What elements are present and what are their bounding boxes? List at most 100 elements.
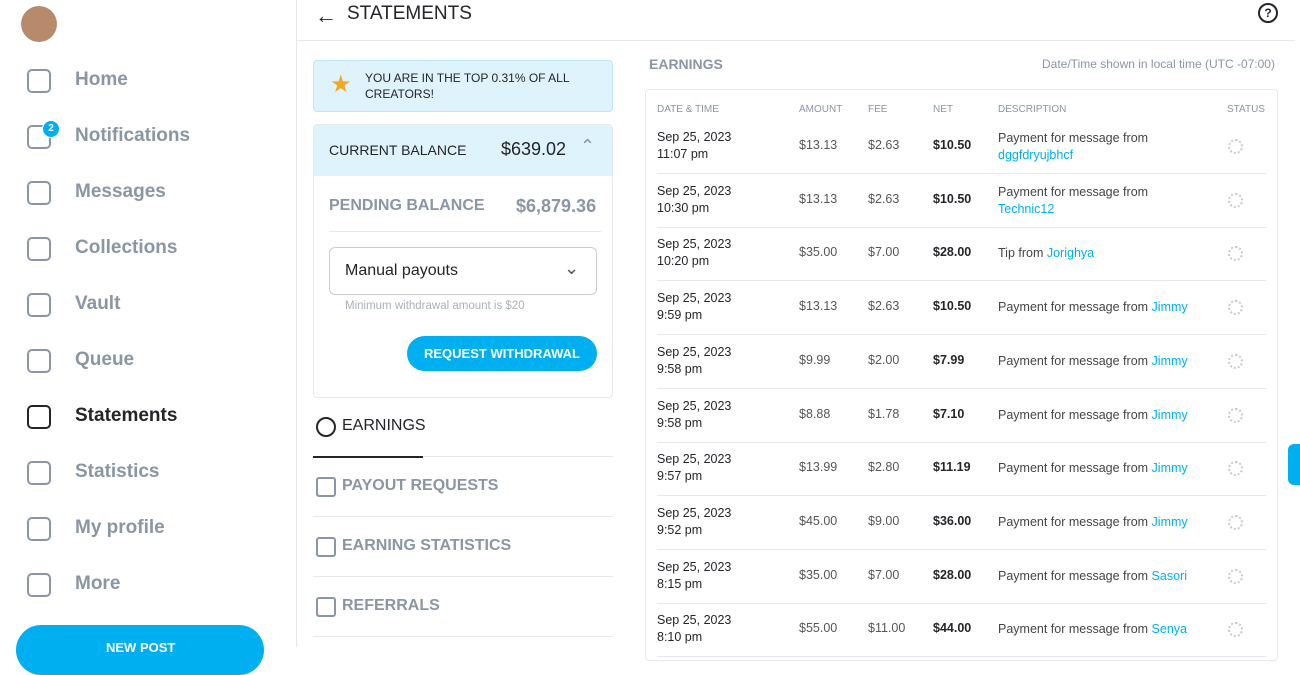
tab-divider <box>313 576 613 577</box>
pending-balance-value: $6,879.36 <box>516 196 597 216</box>
description-text: Payment for message from <box>998 461 1149 476</box>
description: Payment for message from Jimmy <box>998 353 1258 370</box>
user-link[interactable]: Jorighya <box>1046 246 1095 261</box>
description: Tip from Jorighya <box>998 245 1258 262</box>
date: Sep 25, 2023 <box>657 505 732 520</box>
column-header: NET <box>933 104 953 115</box>
nav-label[interactable]: More <box>75 573 121 594</box>
nav-icon[interactable] <box>27 69 51 93</box>
row-divider <box>657 226 1266 228</box>
date: Sep 25, 2023 <box>657 559 732 574</box>
page: ← STATEMENTS ? ★ YOU ARE IN THE TOP 0.31… <box>16 0 1300 675</box>
time: 11:07 pm <box>657 147 709 161</box>
banner <box>313 60 613 112</box>
column-header: AMOUNT <box>799 104 843 115</box>
time: 8:15 pm <box>657 576 703 591</box>
nav-icon[interactable] <box>27 405 51 429</box>
tab-divider <box>313 456 423 458</box>
tab-divider <box>313 636 613 637</box>
user-link[interactable]: Technic12 <box>998 201 1055 216</box>
amount: $13.13 <box>799 191 838 206</box>
description-text: Payment for message from <box>998 131 1149 145</box>
net: $28.00 <box>933 245 972 260</box>
nav-label[interactable]: Statistics <box>75 461 160 482</box>
nav-label[interactable]: Messages <box>75 181 166 202</box>
back-arrow[interactable]: ← <box>315 3 337 28</box>
new-post-label: NEW POST <box>106 640 176 655</box>
user-link[interactable]: Jimmy <box>1151 407 1188 422</box>
nav-label[interactable]: Vault <box>75 293 121 314</box>
time: 10:30 pm <box>657 200 710 215</box>
collapse-icon[interactable]: ⌃ <box>580 136 596 156</box>
fee: $9.00 <box>868 513 900 528</box>
nav-icon[interactable] <box>27 181 51 205</box>
user-link[interactable]: Jimmy <box>1151 353 1188 368</box>
nav-label[interactable]: Notifications <box>75 125 191 146</box>
nav-label[interactable]: Home <box>75 69 128 90</box>
nav-icon[interactable] <box>27 573 51 597</box>
column-header: DESCRIPTION <box>998 104 1067 115</box>
net: $36.00 <box>933 513 972 528</box>
net: $10.50 <box>933 138 972 152</box>
tab-label[interactable]: EARNINGS <box>342 417 426 434</box>
fee: $2.63 <box>868 191 900 206</box>
nav-label[interactable]: My profile <box>75 517 165 538</box>
nav-icon[interactable] <box>27 349 51 373</box>
tab-icon <box>316 477 336 497</box>
nav-icon[interactable] <box>27 293 51 317</box>
user-link[interactable]: Senya <box>1151 622 1187 637</box>
status-icon <box>1228 353 1243 369</box>
description: Payment for message from Jimmy <box>998 407 1258 424</box>
column-header: STATUS <box>1227 104 1265 115</box>
user-link[interactable]: Sasori <box>1151 568 1187 583</box>
current-balance-label: CURRENT BALANCE <box>329 142 467 158</box>
nav-label[interactable]: Statements <box>75 405 178 426</box>
time: 9:58 pm <box>657 415 703 430</box>
nav-icon[interactable] <box>27 461 51 485</box>
withdraw-hint: Minimum withdrawal amount is $20 <box>345 300 525 312</box>
net: $10.50 <box>933 191 972 206</box>
user-link[interactable]: Jimmy <box>1151 300 1188 315</box>
date: Sep 25, 2023 <box>657 291 732 306</box>
time: 9:57 pm <box>657 469 703 484</box>
row-divider <box>657 173 1266 174</box>
status-icon <box>1228 407 1243 423</box>
tab-divider <box>313 516 613 517</box>
nav-label[interactable]: Queue <box>75 349 135 370</box>
description-text: Payment for message from <box>998 568 1149 583</box>
user-link[interactable]: dggfdryujbhcf <box>998 148 1074 162</box>
divider <box>329 231 601 232</box>
net: $11.19 <box>933 460 971 475</box>
user-link[interactable]: Jimmy <box>1151 461 1188 476</box>
status-icon <box>1228 246 1243 262</box>
side-tab[interactable] <box>1288 444 1300 485</box>
column-header: DATE & TIME <box>657 104 719 115</box>
fee: $2.80 <box>868 460 900 475</box>
amount: $35.00 <box>799 567 838 582</box>
fee: $2.63 <box>868 138 900 152</box>
description-text: Payment for message from <box>998 300 1149 315</box>
status-icon <box>1228 300 1243 316</box>
date: Sep 25, 2023 <box>657 183 732 198</box>
nav-icon[interactable] <box>27 517 51 541</box>
tab-label[interactable]: PAYOUT REQUESTS <box>342 477 499 494</box>
avatar[interactable] <box>21 6 57 42</box>
date: Sep 25, 2023 <box>657 130 732 144</box>
net: $7.10 <box>933 406 965 421</box>
nav-label[interactable]: Collections <box>75 237 178 258</box>
star-icon: ★ <box>330 71 352 98</box>
date: Sep 25, 2023 <box>657 398 732 413</box>
help-icon[interactable]: ? <box>1258 3 1278 23</box>
tab-label[interactable]: EARNING STATISTICS <box>342 537 512 554</box>
user-link[interactable]: Jimmy <box>1151 514 1188 529</box>
column-header: FEE <box>868 104 888 115</box>
fee: $7.00 <box>868 567 900 582</box>
time: 9:59 pm <box>657 308 703 323</box>
select-caret: ⌄ <box>564 258 580 278</box>
request-withdrawal-button[interactable]: REQUEST WITHDRAWAL <box>407 336 597 371</box>
fee: $7.00 <box>868 245 900 260</box>
banner-text: YOU ARE IN THE TOP 0.31% OF ALL CREATORS… <box>365 71 570 101</box>
nav-icon[interactable] <box>27 237 51 261</box>
payout-select[interactable] <box>329 247 597 295</box>
tab-label[interactable]: REFERRALS <box>342 597 440 614</box>
